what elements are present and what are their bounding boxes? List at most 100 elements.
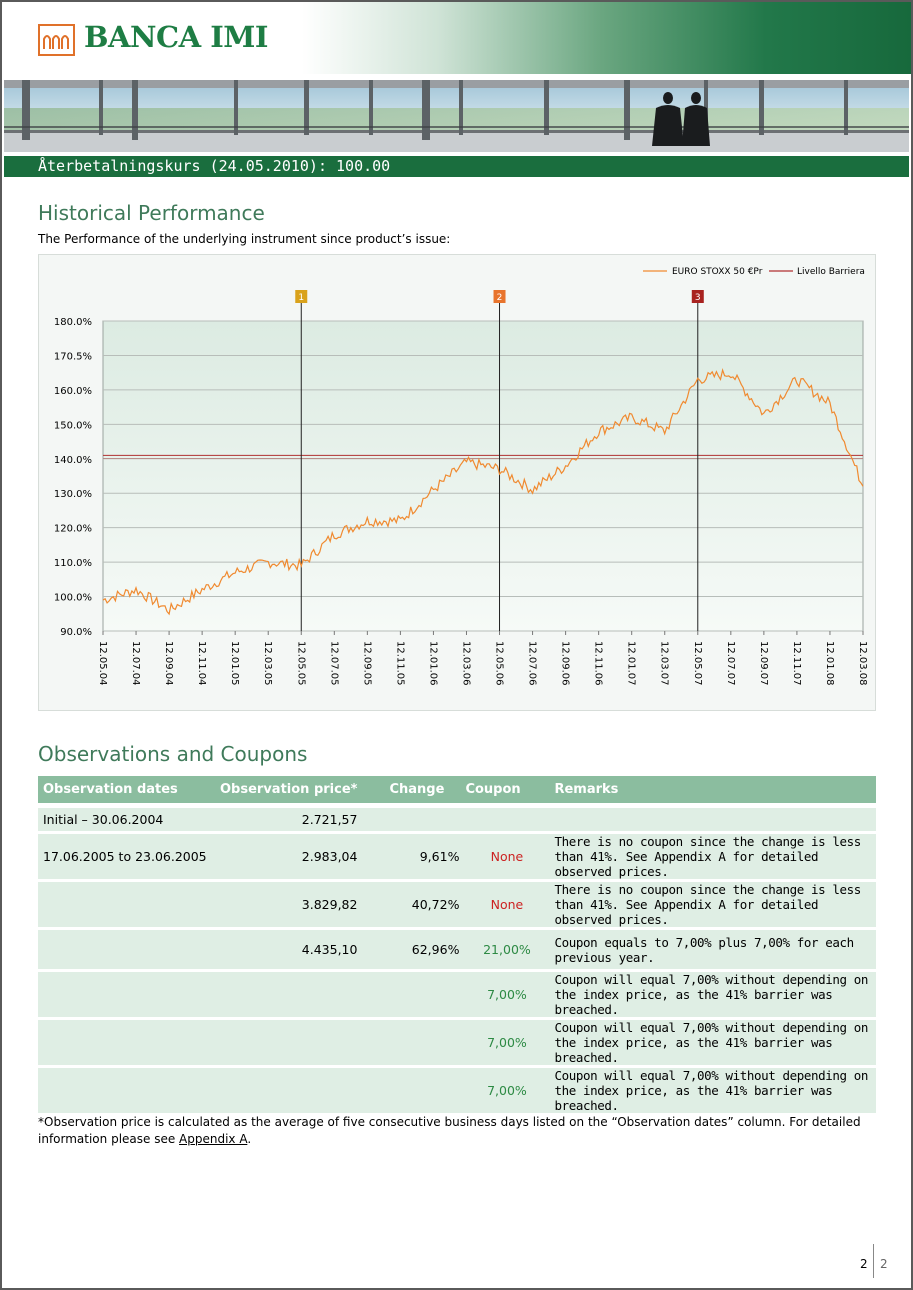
banner-photo bbox=[4, 80, 909, 152]
cell-observation-date: 17.06.2005 to 23.06.2005 bbox=[38, 831, 218, 879]
cell-observation-price: 2.721,57 bbox=[218, 803, 376, 831]
table-row: 7,00% Coupon will equal 7,00% without dep… bbox=[38, 1065, 876, 1113]
cell-observation-date bbox=[38, 927, 218, 969]
cell-remark: Coupon will equal 7,00% without dependin… bbox=[548, 969, 876, 1017]
y-tick-label: 150.0% bbox=[54, 420, 92, 431]
cell-coupon: 21,00% bbox=[465, 927, 549, 969]
cell-remark: There is no coupon since the change is l… bbox=[548, 831, 876, 879]
cell-observation-date: Initial – 30.06.2004 bbox=[38, 803, 218, 831]
col-remarks: Remarks bbox=[548, 776, 876, 803]
cell-coupon: 7,00% bbox=[465, 1065, 549, 1113]
col-observation-dates: Observation dates bbox=[38, 776, 218, 803]
col-coupon: Coupon bbox=[465, 776, 549, 803]
page-number: 2 bbox=[860, 1257, 868, 1271]
x-tick-label: 12.11.07 bbox=[791, 641, 802, 686]
x-tick-label: 12.09.05 bbox=[361, 641, 372, 686]
x-tick-label: 12.01.08 bbox=[824, 641, 835, 686]
cell-change: 40,72% bbox=[375, 879, 466, 927]
y-tick-label: 120.0% bbox=[54, 524, 92, 535]
y-tick-label: 160.0% bbox=[54, 386, 92, 397]
legend-label-eurostoxx: EURO STOXX 50 €Pr bbox=[672, 267, 763, 277]
x-tick-label: 12.07.07 bbox=[725, 641, 736, 686]
cell-change: 62,96% bbox=[375, 927, 466, 969]
cell-coupon: 7,00% bbox=[465, 1017, 549, 1065]
y-tick-label: 170.5% bbox=[54, 351, 92, 362]
cell-observation-price bbox=[218, 1065, 376, 1113]
x-tick-label: 12.05.05 bbox=[295, 641, 306, 686]
y-tick-label: 180.0% bbox=[54, 317, 92, 328]
repayment-rate-bar: Återbetalningskurs (24.05.2010): 100.00 bbox=[4, 153, 909, 177]
series-line-eurostoxx bbox=[102, 367, 864, 616]
cell-observation-price bbox=[218, 1017, 376, 1065]
logo-icon bbox=[38, 24, 75, 56]
x-tick-label: 12.09.07 bbox=[758, 641, 769, 686]
cell-observation-price: 3.829,82 bbox=[218, 879, 376, 927]
appendix-link[interactable]: Appendix A bbox=[179, 1132, 248, 1146]
table-header-row: Observation dates Observation price* Cha… bbox=[38, 776, 876, 803]
x-tick-label: 12.11.04 bbox=[196, 641, 207, 686]
observations-title: Observations and Coupons bbox=[38, 742, 308, 766]
table-row: 17.06.2005 to 23.06.2005 2.983,04 9,61% Non… bbox=[38, 831, 876, 879]
x-tick-label: 12.05.07 bbox=[692, 641, 703, 686]
cell-coupon: None bbox=[465, 879, 549, 927]
x-tick-label: 12.01.06 bbox=[427, 641, 438, 686]
historical-performance-subtitle: The Performance of the underlying instru… bbox=[38, 232, 451, 246]
y-tick-label: 140.0% bbox=[54, 455, 92, 466]
page-number-divider bbox=[873, 1244, 874, 1278]
header: BANCA IMI bbox=[2, 2, 911, 74]
cell-coupon: 7,00% bbox=[465, 969, 549, 1017]
cell-observation-price bbox=[218, 969, 376, 1017]
repayment-rate-text: Återbetalningskurs (24.05.2010): 100.00 bbox=[38, 157, 391, 175]
x-tick-label: 12.11.06 bbox=[593, 641, 604, 686]
x-tick-label: 12.05.04 bbox=[97, 641, 108, 686]
x-tick-label: 12.03.05 bbox=[262, 641, 273, 686]
performance-chart-svg: 180.0% 170.5% 160.0% 150.0% 140.0% 130.0% 120.… bbox=[54, 267, 868, 686]
cell-remark: Coupon will equal 7,00% without dependin… bbox=[548, 1017, 876, 1065]
y-tick-label: 110.0% bbox=[54, 558, 92, 569]
x-tick-label: 12.07.04 bbox=[130, 641, 141, 686]
table-row: 3.829,82 40,72% None There is no coupon sin… bbox=[38, 879, 876, 927]
observation-marker bbox=[295, 290, 308, 303]
x-tick-label: 12.07.06 bbox=[527, 641, 538, 686]
plot-area bbox=[102, 320, 864, 632]
cell-observation-price: 2.983,04 bbox=[218, 831, 376, 879]
table-row: 7,00% Coupon will equal 7,00% without dep… bbox=[38, 969, 876, 1017]
legend-label-barrier: Livello Barriera bbox=[797, 267, 865, 277]
footnote-end: . bbox=[247, 1132, 252, 1146]
y-tick-label: 130.0% bbox=[54, 489, 92, 500]
y-tick-label: 100.0% bbox=[54, 593, 92, 604]
x-tick-label: 12.09.04 bbox=[163, 641, 174, 686]
observations-table: Observation dates Observation price* Cha… bbox=[38, 776, 876, 1113]
performance-chart: 180.0% 170.5% 160.0% 150.0% 140.0% 130.0% 120.… bbox=[38, 254, 876, 711]
table-row: Initial – 30.06.2004 2.721,57 bbox=[38, 803, 876, 831]
table-row: 7,00% Coupon will equal 7,00% without dep… bbox=[38, 1017, 876, 1065]
observation-marker bbox=[691, 290, 704, 303]
x-tick-label: 12.11.05 bbox=[394, 641, 405, 686]
y-tick-label: 90.0% bbox=[60, 627, 92, 638]
x-tick-label: 12.03.06 bbox=[460, 641, 471, 686]
cell-remark: There is no coupon since the change is l… bbox=[548, 879, 876, 927]
observation-marker bbox=[493, 290, 506, 303]
cell-change: 9,61% bbox=[375, 831, 466, 879]
x-tick-label: 12.05.06 bbox=[494, 641, 505, 686]
cell-remark bbox=[548, 803, 876, 831]
cell-change bbox=[375, 803, 466, 831]
table-row: 4.435,10 62,96% 21,00% Coupon equals to 7,0… bbox=[38, 927, 876, 969]
observation-marker-label: 3 bbox=[695, 293, 701, 303]
cell-coupon: None bbox=[465, 831, 549, 879]
historical-performance-title: Historical Performance bbox=[38, 201, 265, 225]
x-tick-label: 12.07.05 bbox=[328, 641, 339, 686]
footnote-text: *Observation price is calculated as the … bbox=[38, 1115, 861, 1146]
cell-observation-date bbox=[38, 879, 218, 927]
cell-change bbox=[375, 1017, 466, 1065]
cell-change bbox=[375, 1065, 466, 1113]
col-change: Change bbox=[375, 776, 466, 803]
cell-remark: Coupon equals to 7,00% plus 7,00% for ea… bbox=[548, 927, 876, 969]
observation-marker-label: 2 bbox=[497, 293, 503, 303]
x-tick-label: 12.09.06 bbox=[560, 641, 571, 686]
cell-coupon bbox=[465, 803, 549, 831]
x-tick-label: 12.03.08 bbox=[857, 641, 868, 686]
col-observation-price: Observation price* bbox=[218, 776, 376, 803]
cell-change bbox=[375, 969, 466, 1017]
